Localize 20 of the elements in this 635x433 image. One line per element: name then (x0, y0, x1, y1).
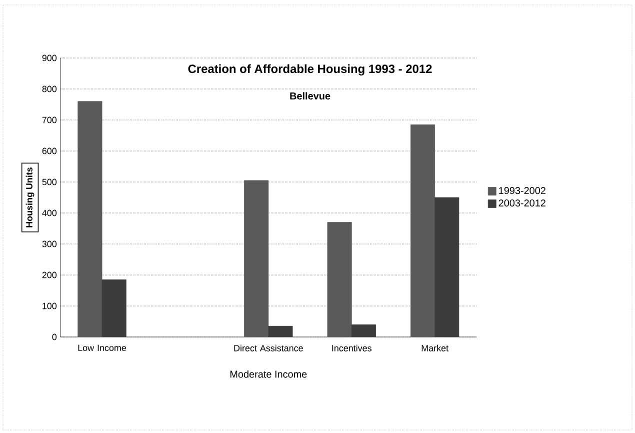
y-tick-label: 800 (42, 86, 57, 92)
legend-label: 1993-2002 (499, 187, 546, 194)
x-tick-label: Direct Assistance (234, 344, 303, 352)
y-tick-label: 900 (42, 54, 57, 62)
chart-title: Creation of Affordable Housing 1993 - 2012 (188, 64, 432, 76)
y-tick-label: 200 (42, 272, 57, 278)
y-tick-label: 100 (42, 302, 57, 310)
legend-label: 2003-2012 (498, 199, 546, 207)
y-tick-label: 0 (52, 334, 57, 340)
y-tick-label: 700 (42, 116, 57, 124)
text: Bellevue (290, 92, 330, 100)
x-tick-label: Market (422, 344, 448, 352)
y-tick-label: 400 (42, 210, 57, 216)
y-tick-label: 600 (42, 148, 57, 154)
x-tick-label: Low Income (78, 344, 126, 352)
x-tick-label: Incentives (332, 344, 372, 352)
y-tick-label: 500 (42, 178, 57, 186)
x-axis-title: Moderate Income (230, 370, 307, 378)
y-tick-label: 300 (42, 240, 57, 248)
y-axis-title: Housing Units (26, 167, 34, 228)
